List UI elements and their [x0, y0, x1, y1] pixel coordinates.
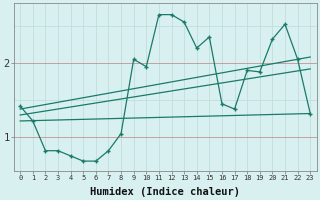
X-axis label: Humidex (Indice chaleur): Humidex (Indice chaleur) — [90, 186, 240, 197]
